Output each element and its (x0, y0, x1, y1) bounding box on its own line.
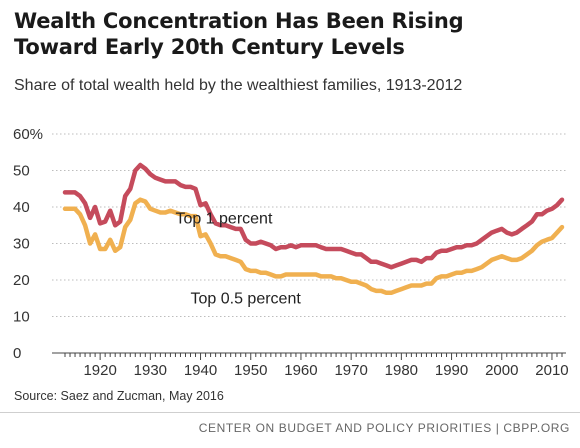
y-tick-label: 60% (13, 126, 43, 143)
x-tick-label: 1990 (435, 362, 468, 379)
axes: 0 10 20 30 40 50 60% 1920 1930 1940 1950 1960 1970 19… (13, 126, 569, 379)
x-tick-label: 2000 (485, 362, 518, 379)
x-tick-label: 1930 (134, 362, 167, 379)
y-tick-label: 50 (13, 163, 30, 180)
x-tick-label: 1920 (83, 362, 116, 379)
x-tick-label: 1980 (385, 362, 418, 379)
source-note: Source: Saez and Zucman, May 2016 (14, 389, 224, 403)
x-tick-label: 1960 (284, 362, 317, 379)
chart-title-line-2: Toward Early 20th Century Levels (14, 35, 405, 59)
series-line-top-0-5-percent (62, 197, 565, 296)
x-tick-label: 1950 (234, 362, 267, 379)
y-tick-label: 20 (13, 272, 30, 289)
y-tick-label: 0 (13, 345, 21, 362)
series-lines (62, 162, 565, 296)
footer-org: CENTER ON BUDGET AND POLICY PRIORITIES |… (198, 421, 570, 435)
series-labels: Top 1 percent Top 0.5 percent (175, 210, 301, 307)
series-line-top-1-percent (62, 162, 565, 270)
chart-subtitle: Share of total wealth held by the wealth… (14, 77, 463, 94)
series-label: Top 0.5 percent (191, 291, 302, 308)
x-tick-label: 1940 (184, 362, 217, 379)
chart-title-line-1: Wealth Concentration Has Been Rising (14, 9, 464, 33)
series-label: Top 1 percent (175, 210, 273, 227)
x-tick-label: 1970 (334, 362, 367, 379)
chart-title: Wealth Concentration Has Been Rising Tow… (14, 8, 569, 60)
x-tick-label: 2010 (535, 362, 568, 379)
y-tick-label: 10 (13, 309, 30, 326)
y-tick-label: 30 (13, 236, 30, 253)
y-tick-label: 40 (13, 199, 30, 216)
footer-divider (0, 412, 580, 413)
